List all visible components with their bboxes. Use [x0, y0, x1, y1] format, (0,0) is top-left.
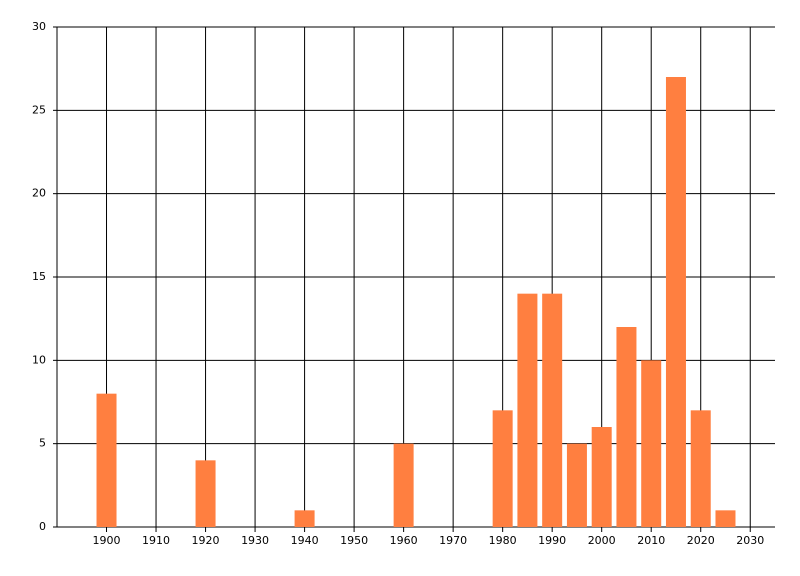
- x-tick-label: 1900: [93, 534, 121, 547]
- bar: [517, 293, 538, 527]
- x-tick-label: 1970: [439, 534, 467, 547]
- bar: [566, 443, 587, 527]
- x-tick-label: 1980: [489, 534, 517, 547]
- x-tick-label: 1920: [192, 534, 220, 547]
- x-tick-label: 1950: [340, 534, 368, 547]
- y-tick-label: 5: [39, 437, 46, 450]
- bar: [195, 460, 216, 527]
- bar: [616, 327, 637, 527]
- bar: [294, 510, 315, 527]
- x-tick-label: 2010: [637, 534, 665, 547]
- y-tick-label: 10: [32, 353, 46, 366]
- bar: [591, 427, 612, 527]
- x-tick-label: 1910: [142, 534, 170, 547]
- bar: [715, 510, 736, 527]
- x-tick-label: 2000: [588, 534, 616, 547]
- x-tick-label: 1930: [241, 534, 269, 547]
- x-tick-label: 1990: [538, 534, 566, 547]
- y-tick-label: 0: [39, 520, 46, 533]
- bar: [492, 410, 513, 527]
- bar: [665, 77, 686, 527]
- bar: [641, 360, 662, 527]
- bar: [393, 443, 414, 527]
- x-tick-label: 2030: [736, 534, 764, 547]
- x-tick-label: 1960: [390, 534, 418, 547]
- y-tick-label: 20: [32, 187, 46, 200]
- y-tick-label: 25: [32, 103, 46, 116]
- x-tick-label: 1940: [291, 534, 319, 547]
- x-tick-label: 2020: [687, 534, 715, 547]
- bar: [690, 410, 711, 527]
- y-tick-label: 15: [32, 270, 46, 283]
- y-tick-label: 30: [32, 20, 46, 33]
- bar: [542, 293, 563, 527]
- bar: [96, 393, 117, 527]
